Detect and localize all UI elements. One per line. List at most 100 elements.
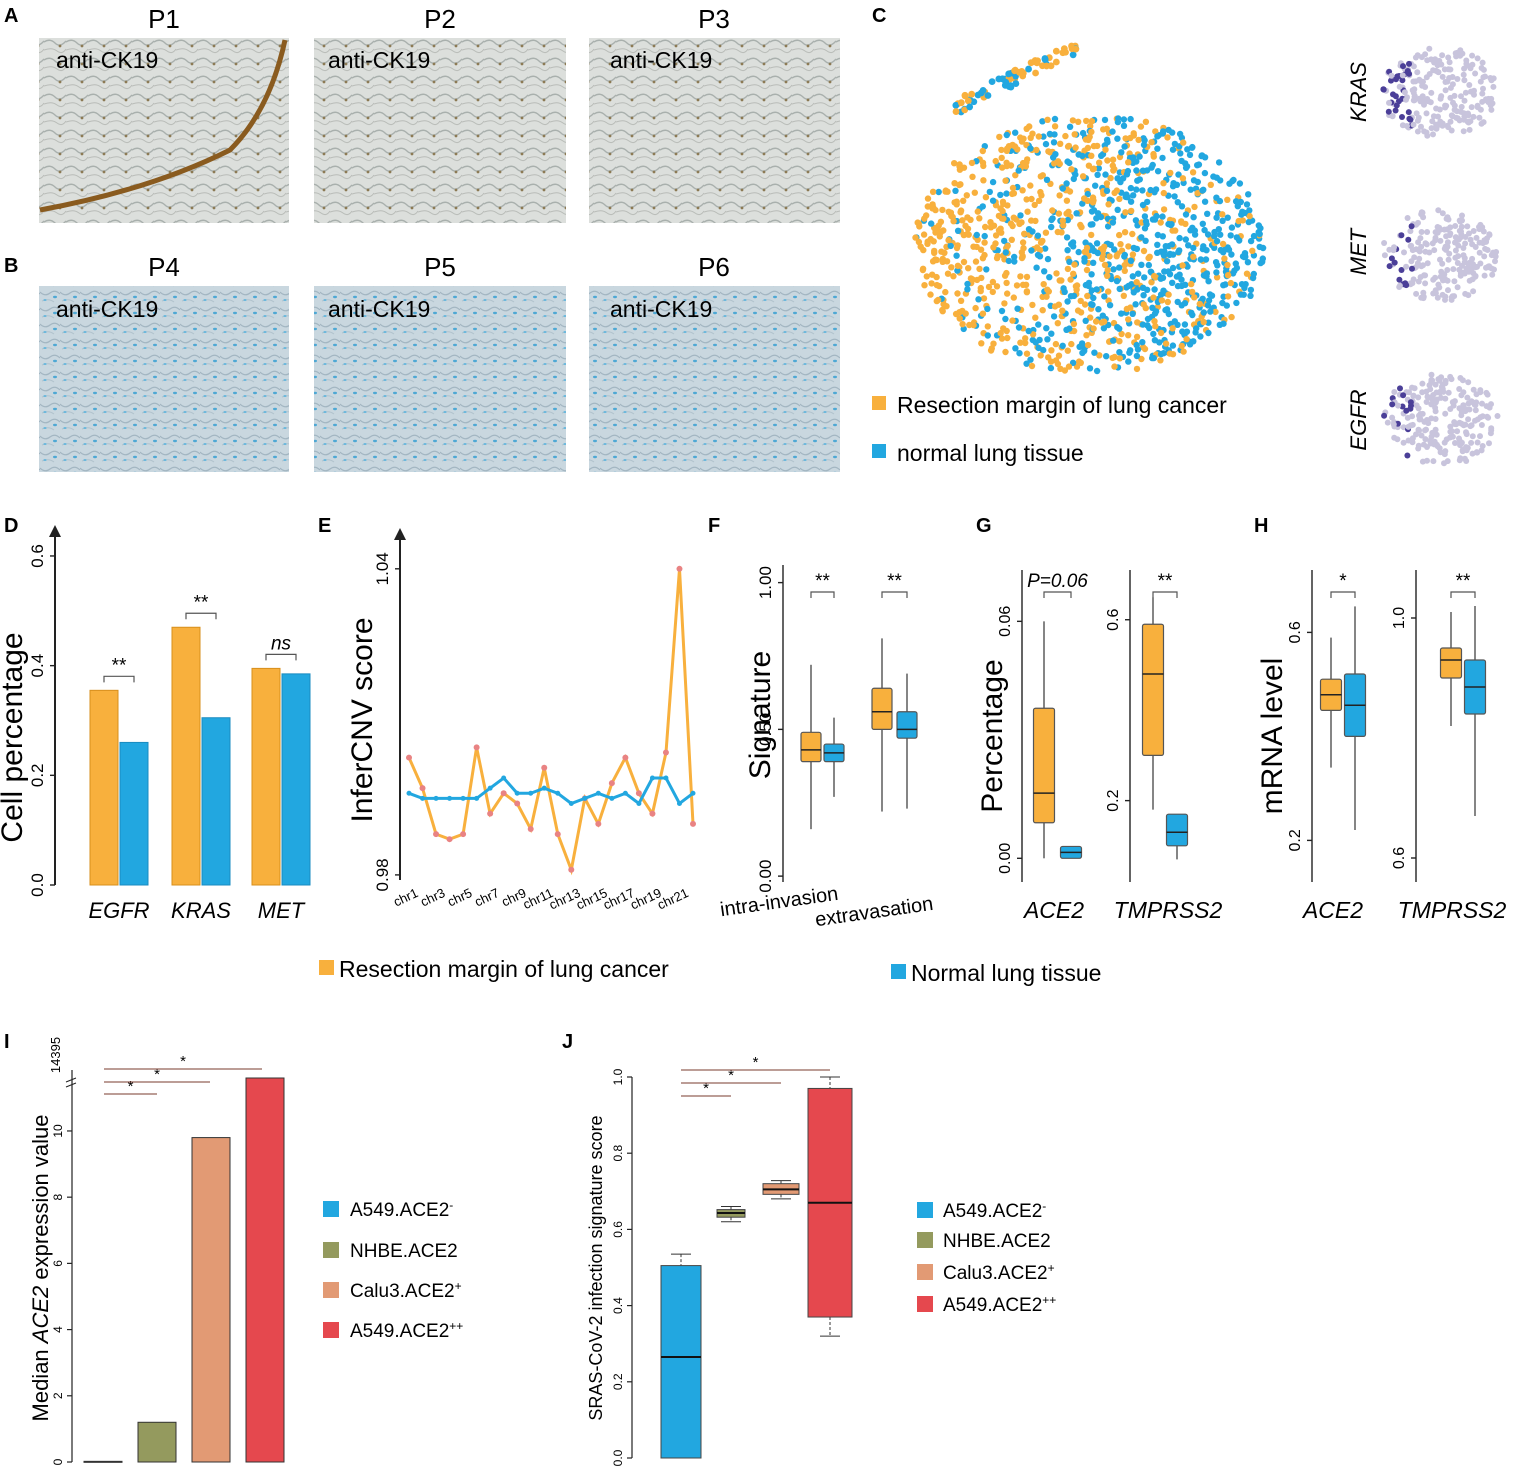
y-tick-label: 0.98 [373, 858, 392, 891]
tsne-point [1189, 288, 1196, 296]
tsne-point [1004, 290, 1011, 297]
feature-point [1473, 234, 1480, 241]
tsne-point [1103, 136, 1111, 143]
feature-point [1416, 248, 1423, 255]
feature-point [1381, 412, 1388, 419]
tsne-point [1089, 194, 1097, 201]
x-tick-label: chr7 [472, 885, 501, 909]
tsne-point [1199, 220, 1207, 227]
tsne-point [1082, 136, 1090, 143]
significance-label: * [154, 1066, 160, 1083]
y-axis-label-part: expression value [28, 1115, 53, 1286]
tsne-point [1070, 320, 1078, 328]
tsne-point [956, 315, 963, 322]
feature-point [1388, 72, 1395, 79]
tsne-point [964, 225, 972, 232]
feature-point [1469, 433, 1476, 440]
feature-point [1408, 258, 1415, 265]
y-tick-label: 0.4 [611, 1297, 625, 1314]
feature-point [1465, 379, 1472, 386]
tsne-point [982, 223, 989, 231]
legend-label-base: A549.ACE2 [943, 1201, 1042, 1222]
tsne-point [1040, 281, 1047, 288]
tsne-point [1039, 118, 1046, 125]
tsne-point [1195, 161, 1203, 168]
tsne-point [960, 258, 968, 266]
tsne-point [1116, 325, 1123, 332]
feature-point [1479, 59, 1486, 66]
feature-point [1403, 263, 1410, 270]
tsne-point [1048, 330, 1055, 337]
tsne-point [980, 162, 987, 170]
feature-point [1469, 61, 1476, 68]
tsne-point [980, 177, 987, 184]
tsne-point [1020, 230, 1028, 237]
feature-point [1413, 290, 1420, 297]
tsne-point [1100, 325, 1108, 332]
legend-label: NHBE.ACE2 [943, 1231, 1051, 1252]
tsne-point [1146, 253, 1153, 260]
tsne-point [935, 188, 942, 196]
significance-bracket [1330, 591, 1356, 598]
feature-point [1468, 267, 1475, 274]
feature-point [1478, 65, 1485, 71]
feature-point [1442, 243, 1449, 250]
tsne-point [1127, 134, 1134, 142]
tsne-point [971, 189, 978, 196]
tsne-point [1093, 240, 1101, 247]
feature-point [1437, 273, 1444, 280]
tsne-point [992, 232, 1000, 239]
tsne-point [1149, 161, 1156, 169]
tsne-point [1055, 210, 1063, 217]
tsne-point [1246, 207, 1253, 214]
tsne-point [953, 198, 960, 205]
feature-point [1422, 436, 1429, 443]
tsne-point [1140, 247, 1148, 255]
feature-point [1482, 245, 1489, 252]
feature-point [1389, 414, 1396, 421]
tsne-point [1213, 214, 1220, 221]
feature-point [1451, 293, 1458, 300]
tsne-point [1064, 347, 1072, 354]
tsne-point [1229, 270, 1237, 277]
tsne-point [1068, 45, 1076, 53]
feature-point [1474, 55, 1481, 62]
tsne-point [1042, 229, 1050, 236]
tsne-point [966, 103, 974, 111]
tsne-point [989, 278, 997, 286]
tsne-point [1121, 229, 1129, 236]
tsne-point [1023, 156, 1031, 163]
tsne-point [1073, 282, 1081, 289]
feature-point [1397, 385, 1403, 392]
feature-point [1469, 255, 1476, 262]
tsne-point [961, 92, 969, 100]
legend-label-base: Calu3.ACE2 [350, 1281, 455, 1302]
tsne-point [1064, 247, 1071, 254]
feature-point [1407, 243, 1414, 249]
tsne-point [998, 307, 1006, 315]
tsne-point [1023, 289, 1031, 296]
legend-swatch [323, 1201, 339, 1217]
legend-label-normal: normal lung tissue [897, 440, 1084, 466]
tsne-point [1070, 327, 1078, 335]
feature-point [1451, 102, 1458, 109]
tsne-point [1256, 243, 1263, 251]
tsne-point [1065, 363, 1073, 370]
tsne-point [1041, 56, 1049, 63]
tsne-point [1103, 187, 1111, 194]
tsne-point [1182, 281, 1189, 288]
significance-label: * [180, 1053, 186, 1070]
feature-point [1458, 103, 1465, 110]
feature-point [1398, 267, 1405, 273]
micrograph-p2: P2 anti-CK19 [314, 4, 566, 223]
tsne-point [1224, 261, 1231, 269]
tsne-point [1019, 187, 1026, 194]
feature-point [1419, 410, 1426, 417]
feature-point [1401, 89, 1408, 96]
y-tick-label: 0.2 [1287, 829, 1304, 851]
tsne-point [950, 218, 957, 225]
tsne-point [1150, 330, 1157, 338]
significance-label: ** [194, 592, 209, 613]
tsne-point [1133, 333, 1141, 340]
tsne-point [1041, 268, 1048, 275]
